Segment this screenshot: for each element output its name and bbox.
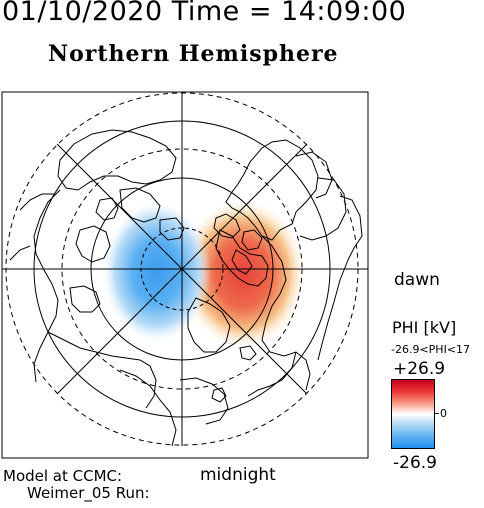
colorbar-zero-tick xyxy=(435,413,439,414)
legend-max-label: +26.9 xyxy=(393,359,446,379)
legend-min-label: -26.9 xyxy=(393,453,437,473)
model-line-2: Weimer_05 Run: xyxy=(27,484,150,502)
negative-potential-cell xyxy=(103,202,211,342)
color-bar xyxy=(391,379,435,449)
date-time-title: 01/10/2020 Time = 14:09:00 xyxy=(2,0,407,27)
legend-title: PHI [kV] xyxy=(392,318,457,337)
model-line-1: Model at CCMC: xyxy=(3,467,123,485)
legend-zero-label: 0 xyxy=(440,407,447,420)
legend-range-text: -26.9<PHI<17 xyxy=(391,343,471,356)
midnight-label: midnight xyxy=(200,465,276,485)
hemisphere-title: Northern Hemisphere xyxy=(48,41,339,67)
polar-map xyxy=(1,91,369,459)
coastlines xyxy=(9,129,363,447)
dawn-label: dawn xyxy=(394,270,440,290)
